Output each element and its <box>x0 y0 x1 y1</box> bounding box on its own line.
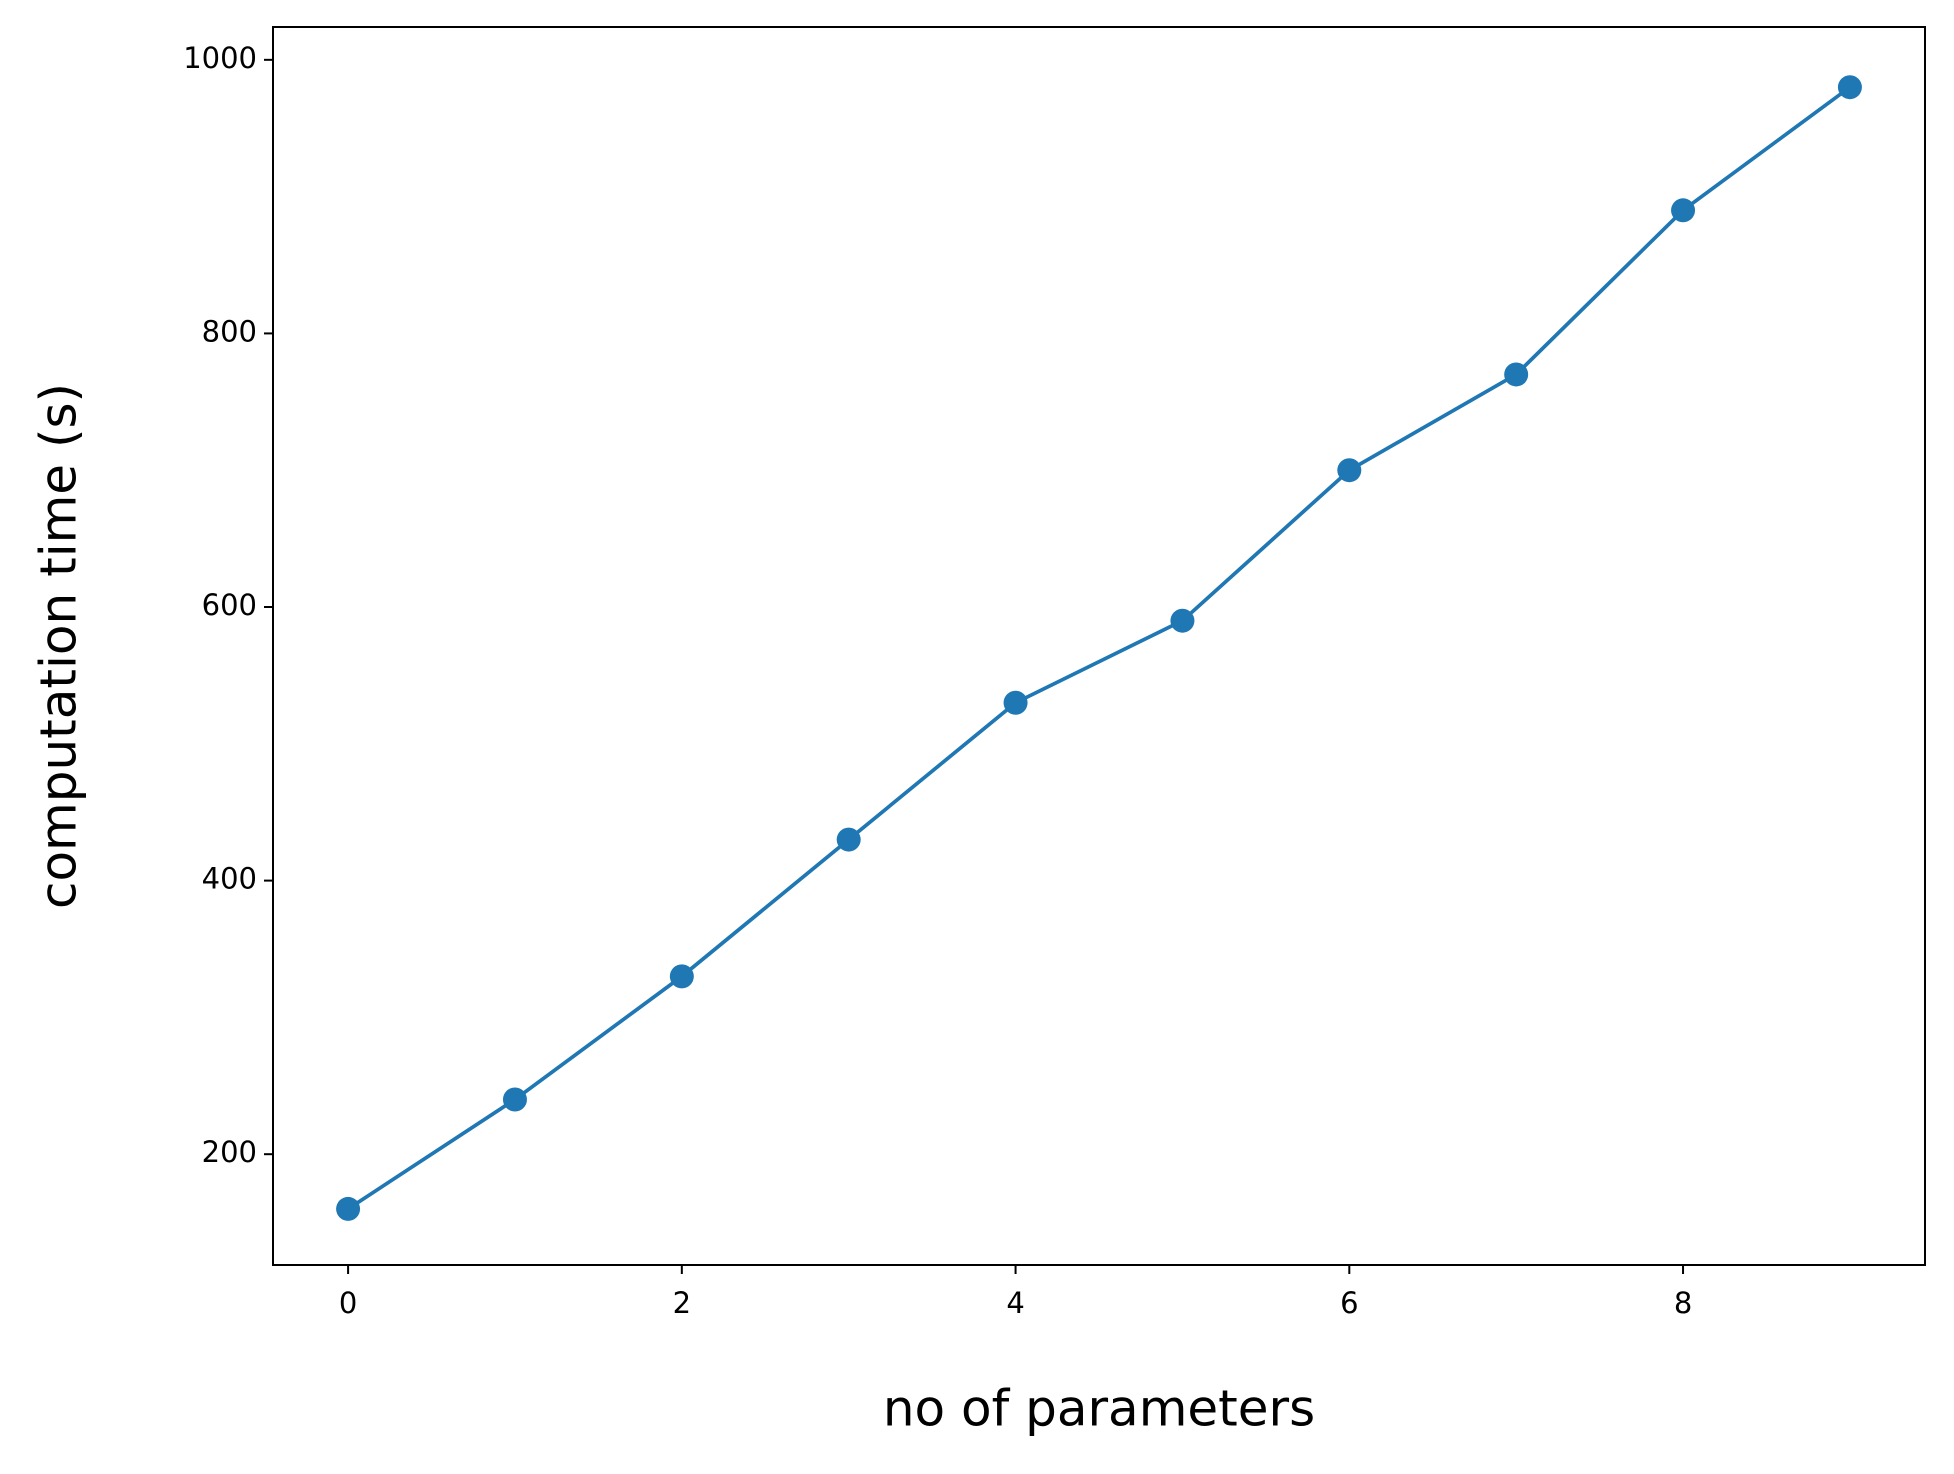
y-axis-label: computation time (s) <box>30 383 88 909</box>
plot-frame <box>272 26 1926 1266</box>
x-tick-label: 6 <box>1340 1286 1358 1320</box>
point <box>1837 75 1862 100</box>
point <box>1003 690 1028 715</box>
x-tick-label: 0 <box>339 1286 357 1320</box>
y-tick-label: 600 <box>202 588 257 622</box>
series-line <box>347 85 1852 1211</box>
point <box>336 1196 361 1221</box>
point <box>1337 458 1362 483</box>
x-tick-label: 4 <box>1006 1286 1024 1320</box>
point <box>669 964 694 989</box>
y-tick-label: 400 <box>202 862 257 896</box>
point <box>1671 198 1696 223</box>
y-tick-label: 1000 <box>183 41 257 75</box>
x-axis-label: no of parameters <box>883 1380 1315 1438</box>
point <box>836 827 861 852</box>
point <box>1504 362 1529 387</box>
point <box>1170 608 1195 633</box>
y-tick-label: 800 <box>202 314 257 348</box>
y-tick-label: 200 <box>202 1135 257 1169</box>
x-tick-label: 2 <box>673 1286 691 1320</box>
x-tick-label: 8 <box>1674 1286 1692 1320</box>
point <box>502 1087 527 1112</box>
